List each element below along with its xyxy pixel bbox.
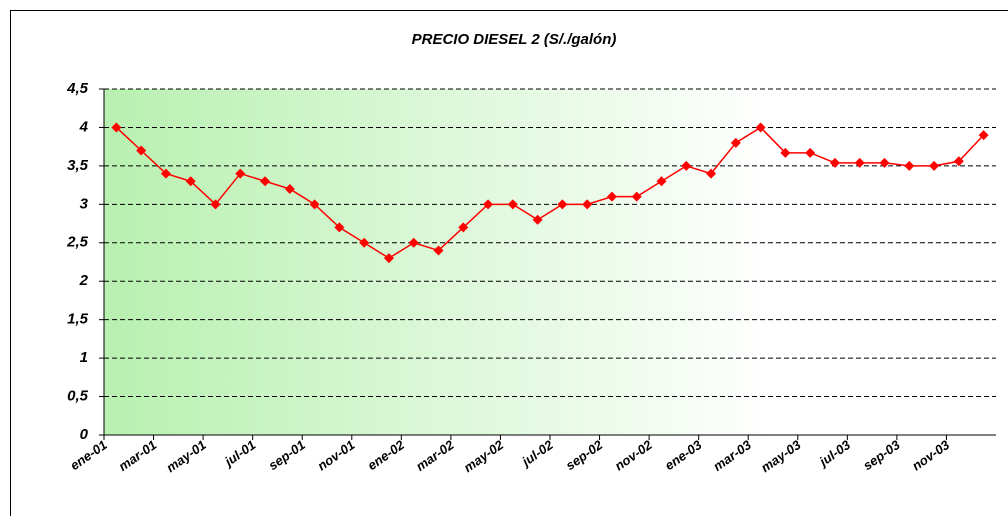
y-tick-label: 3,5 [67,157,89,174]
plot-area [104,89,996,435]
y-tick-label: 0,5 [67,388,89,405]
y-tick-label: 4 [79,118,89,135]
y-tick-label: 1,5 [67,311,89,328]
y-tick-label: 2 [79,272,89,289]
y-tick-label: 0 [80,426,89,443]
y-tick-label: 1 [80,349,88,366]
y-tick-label: 3 [80,195,89,212]
chart-title: PRECIO DIESEL 2 (S/./galón) [412,31,617,48]
y-tick-label: 2,5 [66,234,89,251]
y-tick-label: 4,5 [66,80,89,97]
